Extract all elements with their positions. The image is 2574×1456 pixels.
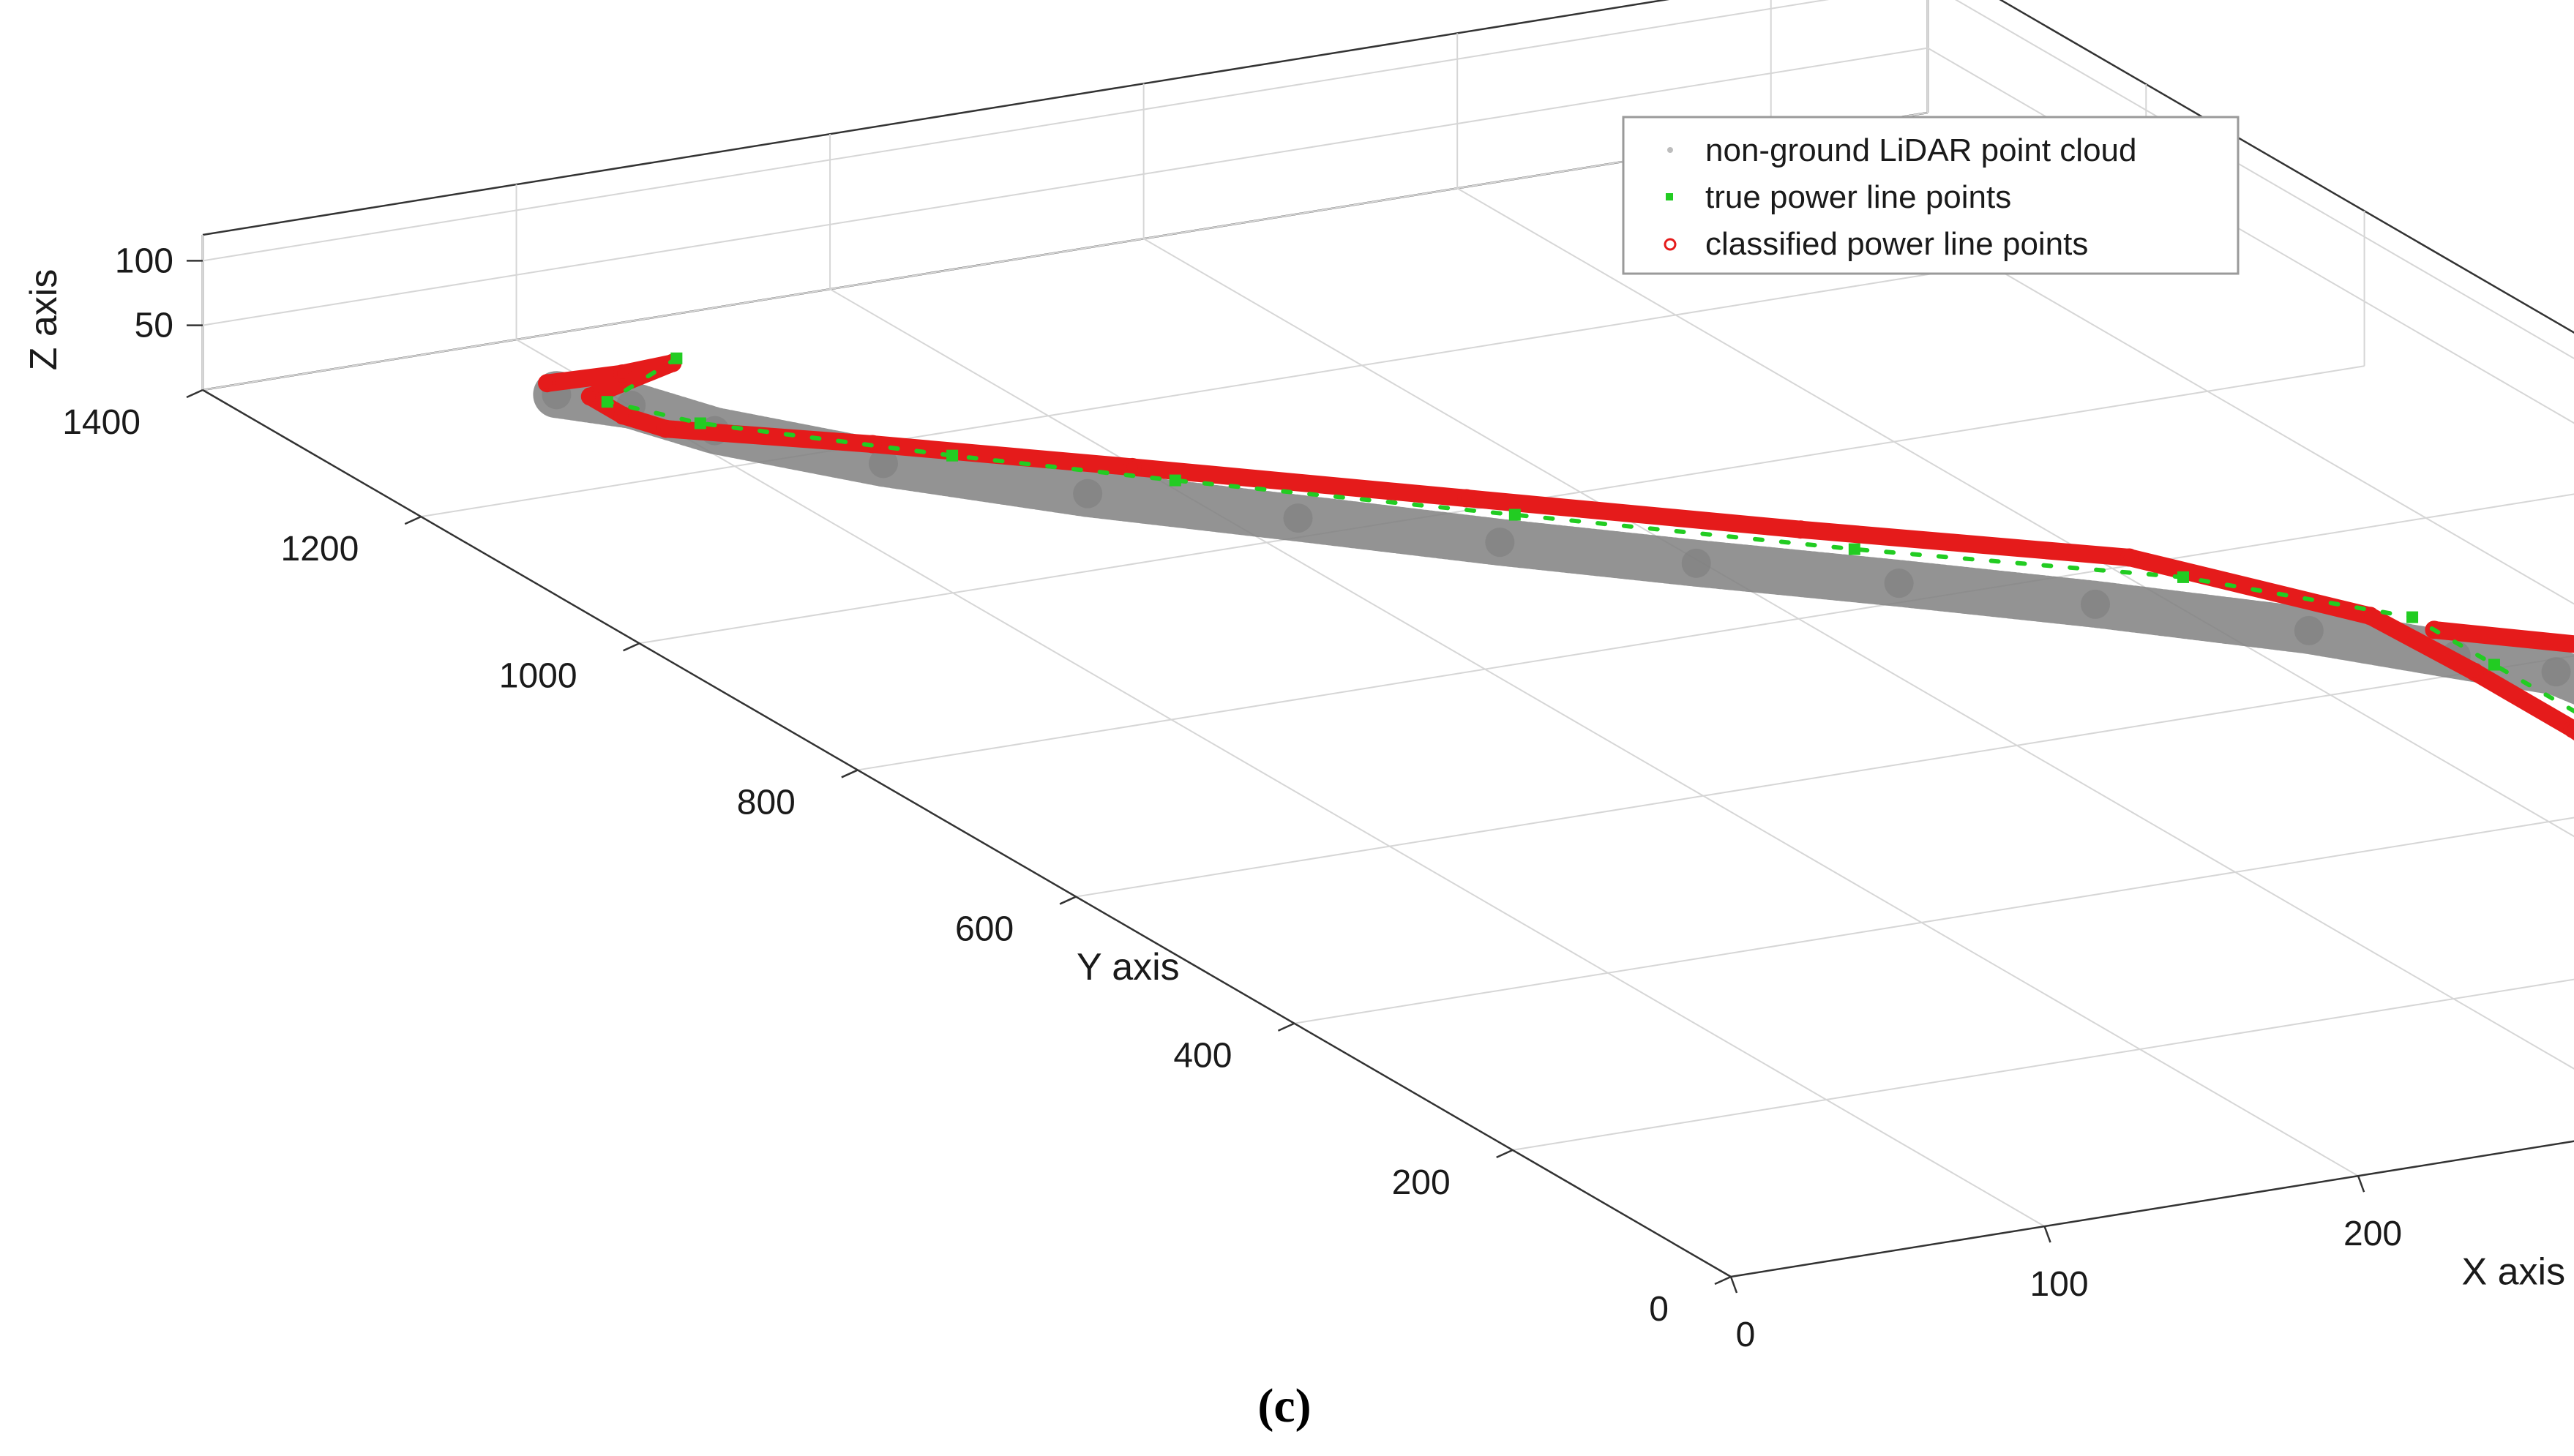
tick-layer: 0100200300400500020040060080010001200140… (62, 241, 2402, 1354)
legend-marker-true-power-line (1666, 193, 1673, 200)
y-tick-label: 200 (1392, 1163, 1451, 1202)
classified-point (2465, 662, 2484, 681)
true-power-line-point (670, 352, 683, 364)
cloud-point (2541, 657, 2571, 687)
grid-line (516, 339, 2046, 1227)
true-power-line-point (1169, 474, 1181, 487)
grid-line (202, 47, 1928, 326)
classified-point (613, 364, 632, 383)
y-tick-mark (623, 642, 640, 652)
classified-point (2360, 607, 2379, 626)
true-power-line-point (946, 449, 959, 462)
box-edge (202, 0, 1670, 236)
grid-line (1730, 1140, 2574, 1277)
grid-line (202, 0, 1830, 262)
grid-line (857, 493, 2574, 771)
legend: non-ground LiDAR point cloud true power … (1622, 116, 2240, 275)
y-tick-mark (186, 389, 203, 399)
y-tick-mark (1277, 1022, 1295, 1032)
z-tick-label: 100 (115, 241, 173, 280)
y-tick-label: 600 (955, 910, 1014, 949)
classified-point (580, 387, 599, 406)
cloud-point (1681, 548, 1711, 578)
y-tick-label: 1400 (62, 403, 141, 442)
data-layer (538, 352, 2574, 741)
cloud-point (1485, 528, 1515, 558)
box-edge (1999, 0, 2574, 334)
y-tick-mark (1496, 1149, 1514, 1158)
cloud-point (1073, 479, 1103, 509)
x-tick-mark (2357, 1175, 2365, 1193)
figure-caption: (c) (1257, 1379, 1311, 1433)
true-power-line-point (1848, 543, 1860, 555)
cloud-point (1884, 568, 1914, 598)
grid-line (1770, 137, 2574, 605)
classified-point (1791, 520, 1810, 539)
z-axis-label: Z axis (23, 269, 65, 371)
y-tick-mark (1059, 896, 1077, 905)
classified-point (2425, 620, 2444, 639)
true-power-line-point (1508, 509, 1521, 521)
cloud-point (1283, 503, 1313, 533)
legend-marker-classified (1664, 238, 1677, 251)
classified-point (656, 419, 676, 438)
y-axis-label: Y axis (1077, 946, 1180, 988)
y-tick-mark (1714, 1275, 1732, 1286)
grid-line (1143, 238, 2574, 1070)
x-tick-label: 100 (2029, 1265, 2088, 1304)
series-point-cloud (533, 371, 2574, 705)
classified-point (2120, 548, 2139, 567)
true-power-line-point (2406, 611, 2419, 623)
grid-line (1512, 978, 2574, 1151)
y-tick-mark (841, 769, 858, 778)
legend-label-true-power-line: true power line points (1705, 179, 2011, 215)
legend-label-point-cloud: non-ground LiDAR point cloud (1705, 132, 2137, 168)
true-power-line-point (694, 417, 706, 429)
classified-point (538, 374, 557, 393)
classified-point (2563, 719, 2574, 738)
grid-line (829, 288, 2359, 1177)
true-power-line-point (601, 396, 613, 408)
true-power-line-point (2488, 658, 2500, 671)
y-tick-label: 1000 (499, 656, 577, 695)
x-tick-label: 0 (1736, 1316, 1756, 1354)
true-power-line-point (2177, 571, 2189, 583)
x-tick-mark (2043, 1226, 2051, 1243)
z-tick-label: 50 (135, 307, 173, 345)
classified-point (613, 406, 632, 425)
axes-box-front (202, 389, 2574, 1278)
y-tick-label: 400 (1173, 1037, 1232, 1076)
y-tick-label: 0 (1649, 1290, 1669, 1329)
cloud-point (868, 449, 898, 479)
y-tick-label: 800 (737, 783, 796, 822)
x-tick-label: 200 (2343, 1215, 2402, 1253)
y-axis-line (202, 389, 1732, 1278)
grid-line (421, 239, 2147, 518)
x-axis-label: X axis (2462, 1251, 2566, 1294)
x-tick-mark (1729, 1276, 1738, 1294)
grid-line (1294, 817, 2574, 1024)
x-axis-line (1730, 1140, 2574, 1278)
legend-label-classified: classified power line points (1705, 226, 2088, 262)
cloud-point (2294, 615, 2324, 645)
classified-point (1457, 489, 1476, 508)
legend-box (1622, 116, 2240, 275)
y-tick-mark (404, 516, 422, 525)
legend-marker-point-cloud (1667, 147, 1673, 153)
cloud-point (2080, 589, 2110, 619)
series-classified-power-line (538, 354, 2574, 741)
y-tick-label: 1200 (281, 530, 359, 568)
